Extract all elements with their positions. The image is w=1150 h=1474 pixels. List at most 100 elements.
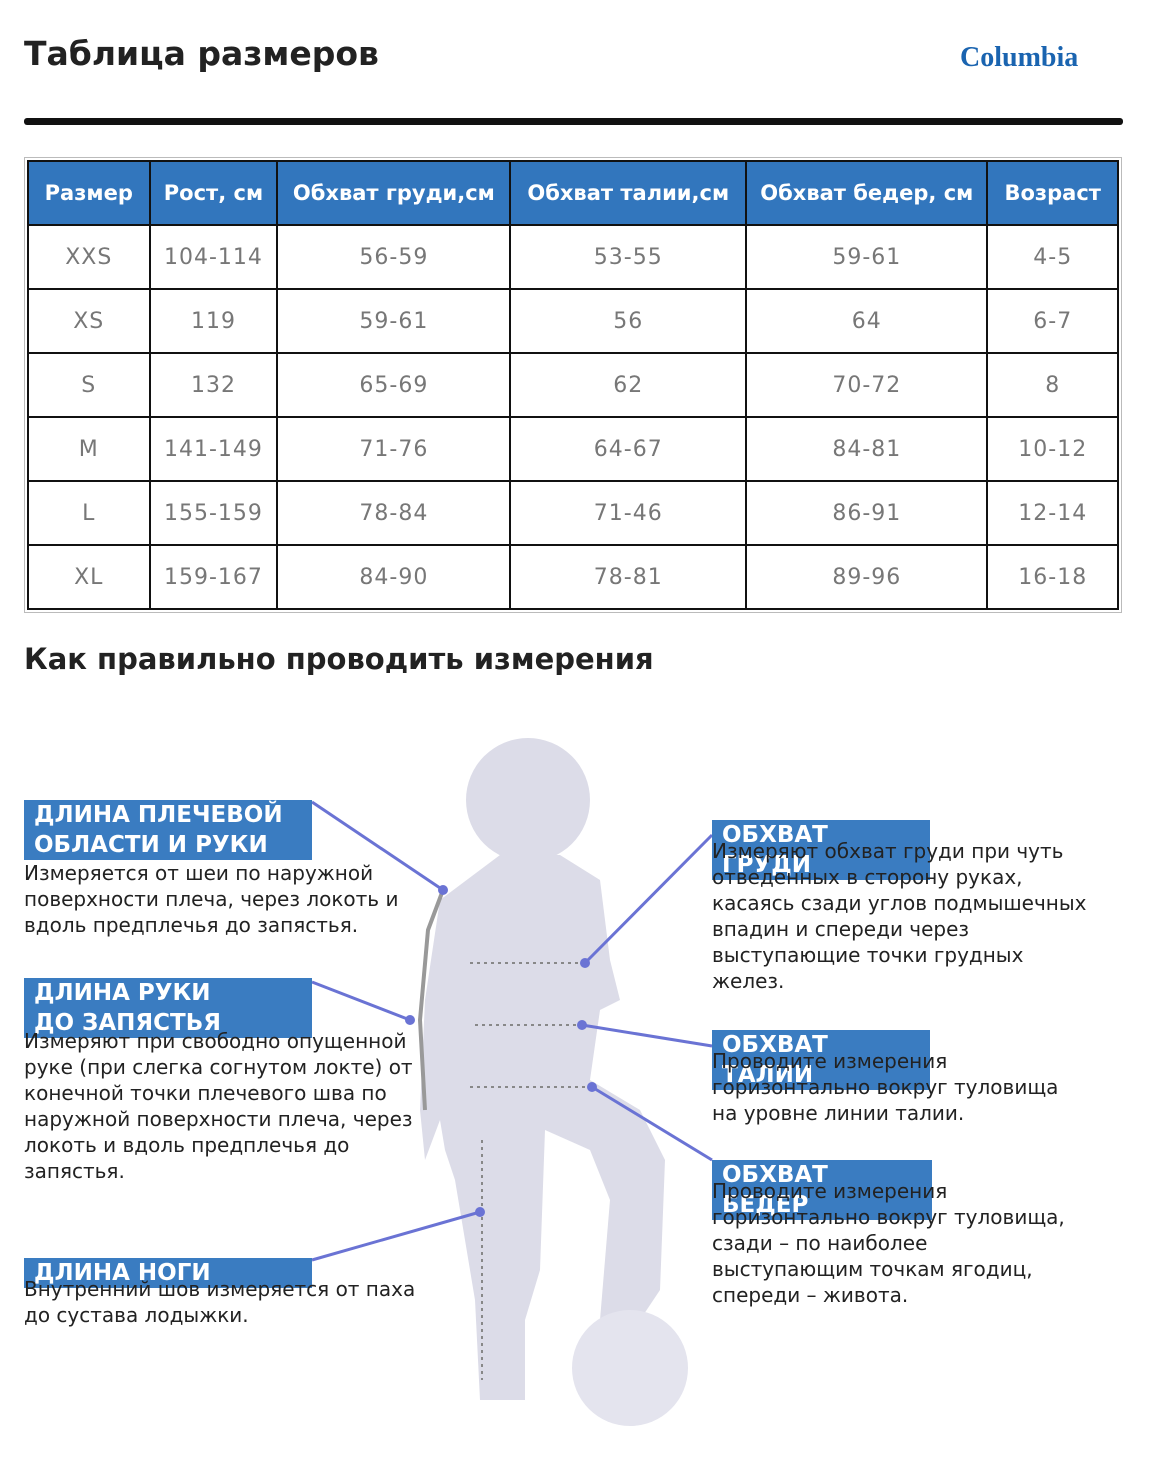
divider [24,118,1123,125]
measure-label: ДЛИНА ПЛЕЧЕВОЙ ОБЛАСТИ И РУКИ [24,800,312,860]
measure-label: ОБХВАТ БЕДЕР [712,1160,932,1220]
text-line: Проводите измерения [712,1179,948,1203]
label-line: ОБХВАТ ГРУДИ [722,822,828,878]
size-table: Размер Рост, см Обхват груди,см Обхват тали… [24,157,1122,613]
table-cell: 155-159 [148,480,279,546]
measure-text: Измеряют при свободно опущенной руке (при… [24,1028,413,1184]
table-cell: 141-149 [148,416,279,482]
text-line: выступающим точкам ягодиц, [712,1257,1033,1281]
column-header: Возраст [986,160,1119,226]
label-line: ДО ЗАПЯСТЬЯ [34,1010,221,1036]
text-line: до сустава лодыжки. [24,1303,249,1327]
table-cell: 104-114 [148,224,279,290]
measure-label: ОБХВАТ ТАЛИИ [712,1030,930,1090]
table-row: L 155-159 78-84 71-46 86-91 12-14 [27,480,1119,546]
text-line: запястья. [24,1159,125,1183]
table-cell: S [27,352,151,418]
text-line: горизонтально вокруг туловища [712,1075,1059,1099]
text-line: Измеряют при свободно опущенной [24,1029,407,1053]
table-cell: 53-55 [509,224,748,290]
table-cell: 65-69 [276,352,512,418]
text-line: впадин и спереди через [712,917,970,941]
text-line: руке (при слегка согнутом локте) от [24,1055,413,1079]
table-cell: 8 [986,352,1119,418]
table-cell: 56 [509,288,748,354]
label-line: ДЛИНА НОГИ [34,1260,211,1286]
column-header: Обхват бедер, см [745,160,989,226]
table-cell: 59-61 [276,288,512,354]
table-cell: L [27,480,151,546]
table-cell: 56-59 [276,224,512,290]
table-cell: 132 [148,352,279,418]
table-row: XL 159-167 84-90 78-81 89-96 16-18 [27,544,1119,610]
table-cell: 59-61 [745,224,989,290]
table-cell: M [27,416,151,482]
measure-text: Проводите измерения горизонтально вокруг … [712,1178,1065,1308]
table-cell: 71-76 [276,416,512,482]
table-cell: 84-90 [276,544,512,610]
measure-text: Внутренний шов измеряется от паха до суст… [24,1276,415,1328]
measure-text: Измеряется от шеи по наружной поверхности… [24,860,398,938]
table-cell: 70-72 [745,352,989,418]
table-cell: 12-14 [986,480,1119,546]
header-row: Размер Рост, см Обхват груди,см Обхват тали… [27,160,1119,226]
page-title: Таблица размеров [24,34,379,73]
text-line: касаясь сзади углов подмышечных [712,891,1087,915]
table-cell: 78-84 [276,480,512,546]
text-line: горизонтально вокруг туловища, [712,1205,1065,1229]
table-cell: 86-91 [745,480,989,546]
label-line: ДЛИНА ПЛЕЧЕВОЙ [34,802,283,828]
table-cell: 10-12 [986,416,1119,482]
table-cell: 16-18 [986,544,1119,610]
label-line: ОБЛАСТИ И РУКИ [34,832,268,858]
section-title: Как правильно проводить измерения [24,642,654,676]
table-body: XXS 104-114 56-59 53-55 59-61 4-5 XS 119 59-61 56… [27,224,1119,610]
dotted-lines [470,962,592,1380]
text-line: спереди – живота. [712,1283,909,1307]
table-row: S 132 65-69 62 70-72 8 [27,352,1119,418]
pointer-lines [311,800,714,1262]
table-row: M 141-149 71-76 64-67 84-81 10-12 [27,416,1119,482]
text-line: сзади – по наиболее [712,1231,928,1255]
measure-text: Проводите измерения горизонтально вокруг … [712,1048,1058,1126]
table: Размер Рост, см Обхват груди,см Обхват тали… [27,160,1119,610]
text-line: отведенных в сторону руках, [712,865,1023,889]
table-cell: 119 [148,288,279,354]
measure-text: Измеряют обхват груди при чуть отведенных… [712,838,1086,994]
text-line: Измеряется от шеи по наружной [24,861,374,885]
text-line: Внутренний шов измеряется от паха [24,1277,416,1301]
text-line: на уровне линии талии. [712,1101,965,1125]
text-line: Измеряют обхват груди при чуть [712,839,1064,863]
table-cell: XXS [27,224,151,290]
table-cell: 84-81 [745,416,989,482]
text-line: конечной точки плечевого шва по [24,1081,387,1105]
column-header: Размер [27,160,151,226]
text-line: поверхности плеча, через локоть и [24,887,399,911]
column-header: Рост, см [148,160,279,226]
table-cell: XS [27,288,151,354]
text-line: вдоль предплечья до запястья. [24,913,359,937]
table-cell: 71-46 [509,480,748,546]
table-cell: 159-167 [148,544,279,610]
table-cell: XL [27,544,151,610]
measure-label: ДЛИНА НОГИ [24,1258,312,1288]
table-cell: 64 [745,288,989,354]
table-cell: 62 [509,352,748,418]
table-row: XXS 104-114 56-59 53-55 59-61 4-5 [27,224,1119,290]
text-line: локоть и вдоль предплечья до [24,1133,350,1157]
text-line: выступающие точки грудных [712,943,1024,967]
measure-label: ДЛИНА РУКИ ДО ЗАПЯСТЬЯ [24,978,312,1038]
column-header: Обхват груди,см [276,160,512,226]
text-line: наружной поверхности плеча, через [24,1107,413,1131]
dots [405,885,597,1217]
label-line: ОБХВАТ ТАЛИИ [722,1032,828,1088]
text-line: Проводите измерения [712,1049,948,1073]
brand-logo: Columbia [960,42,1079,73]
measure-label: ОБХВАТ ГРУДИ [712,820,930,880]
table-cell: 89-96 [745,544,989,610]
table-cell: 6-7 [986,288,1119,354]
table-cell: 4-5 [986,224,1119,290]
label-line: ДЛИНА РУКИ [34,980,211,1006]
